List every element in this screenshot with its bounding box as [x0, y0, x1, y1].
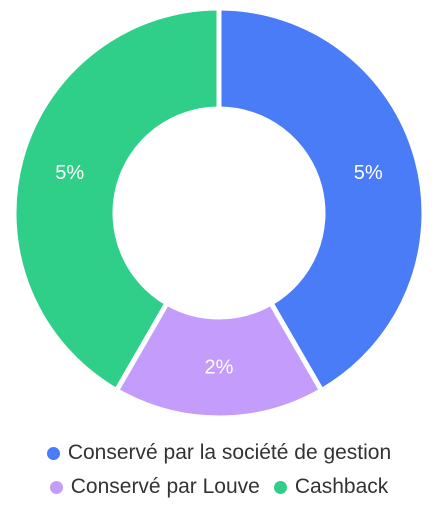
- legend-item-2[interactable]: Conservé par Louve: [49, 474, 260, 500]
- donut-slice-3: [11, 5, 222, 394]
- legend-dot-icon: [273, 480, 287, 494]
- slice-label-3: 5%: [55, 162, 84, 184]
- donut-chart-svg: 5% 2% 5%: [11, 5, 427, 421]
- legend-dot-icon: [49, 480, 63, 494]
- donut-slice-2: [114, 300, 324, 421]
- slice-label-1: 5%: [354, 162, 383, 184]
- legend-item-3[interactable]: Cashback: [273, 474, 389, 500]
- chart-legend: Conservé par la société de gestion Conser…: [0, 440, 438, 500]
- legend-label: Cashback: [294, 475, 389, 498]
- donut-slice-1: [216, 5, 427, 394]
- legend-item-1[interactable]: Conservé par la société de gestion: [46, 440, 392, 466]
- legend-dot-icon: [46, 446, 60, 460]
- legend-label: Conservé par Louve: [70, 475, 260, 498]
- legend-label: Conservé par la société de gestion: [67, 441, 392, 464]
- slice-label-2: 2%: [205, 357, 234, 379]
